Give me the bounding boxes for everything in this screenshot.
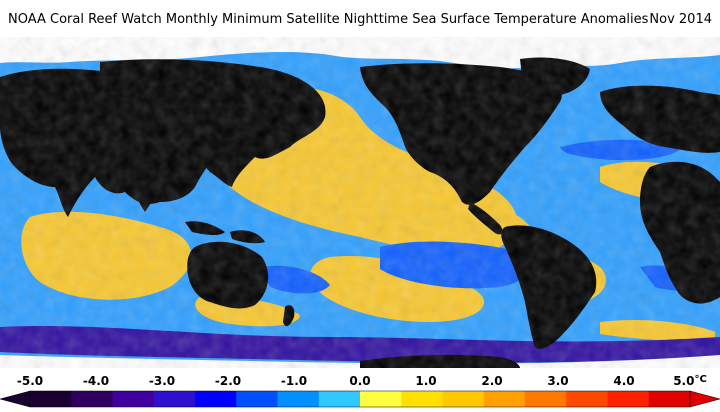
- colorbar-outline: [29, 390, 691, 408]
- colorbar-segment: [566, 391, 608, 407]
- colorbar-tick-label: 4.0: [613, 374, 635, 388]
- colorbar-segment: [442, 391, 485, 407]
- colorbar-tick-label: 3.0: [547, 374, 569, 388]
- texture-overlay: [0, 37, 720, 368]
- colorbar-right-arrow: [689, 390, 720, 408]
- colorbar-segment: [401, 391, 443, 407]
- colorbar-segment: [525, 391, 567, 407]
- colorbar-segment: [112, 391, 155, 407]
- map-title: NOAA Coral Reef Watch Monthly Minimum Sa…: [8, 12, 712, 32]
- map-canvas: [0, 37, 720, 368]
- colorbar-tick-label: -1.0: [280, 374, 308, 388]
- colorbar-tick-label: -5.0: [16, 374, 44, 388]
- colorbar-unit: °C: [694, 374, 707, 385]
- colorbar-segment: [236, 391, 278, 407]
- colorbar: [0, 390, 720, 408]
- colorbar-tick-label: 5.0°C: [673, 374, 707, 388]
- colorbar-segment: [360, 391, 402, 407]
- colorbar-segment: [153, 391, 196, 407]
- date-text: Nov 2014: [649, 12, 712, 27]
- colorbar-labels: -5.0 -4.0 -3.0 -2.0 -1.0 0.0 1.0 2.0 3.0 4.0 5.0°C: [0, 374, 720, 390]
- colorbar-svg: [0, 390, 720, 408]
- colorbar-segment: [71, 391, 113, 407]
- colorbar-tick-label: -2.0: [214, 374, 242, 388]
- colorbar-segment: [318, 391, 361, 407]
- colorbar-segment: [30, 391, 72, 407]
- sst-anomaly-map: [0, 37, 720, 368]
- colorbar-segment: [648, 391, 691, 407]
- colorbar-tick-label: 2.0: [481, 374, 503, 388]
- colorbar-segment: [195, 391, 237, 407]
- colorbar-segment: [607, 391, 650, 407]
- colorbar-segment: [277, 391, 320, 407]
- colorbar-tick-label: -3.0: [148, 374, 176, 388]
- colorbar-left-arrow: [0, 390, 31, 408]
- colorbar-segment: [483, 391, 526, 407]
- colorbar-tick-label: 0.0: [349, 374, 371, 388]
- title-text: NOAA Coral Reef Watch Monthly Minimum Sa…: [8, 12, 649, 27]
- colorbar-tick-label: -4.0: [82, 374, 110, 388]
- colorbar-tick-label: 1.0: [415, 374, 437, 388]
